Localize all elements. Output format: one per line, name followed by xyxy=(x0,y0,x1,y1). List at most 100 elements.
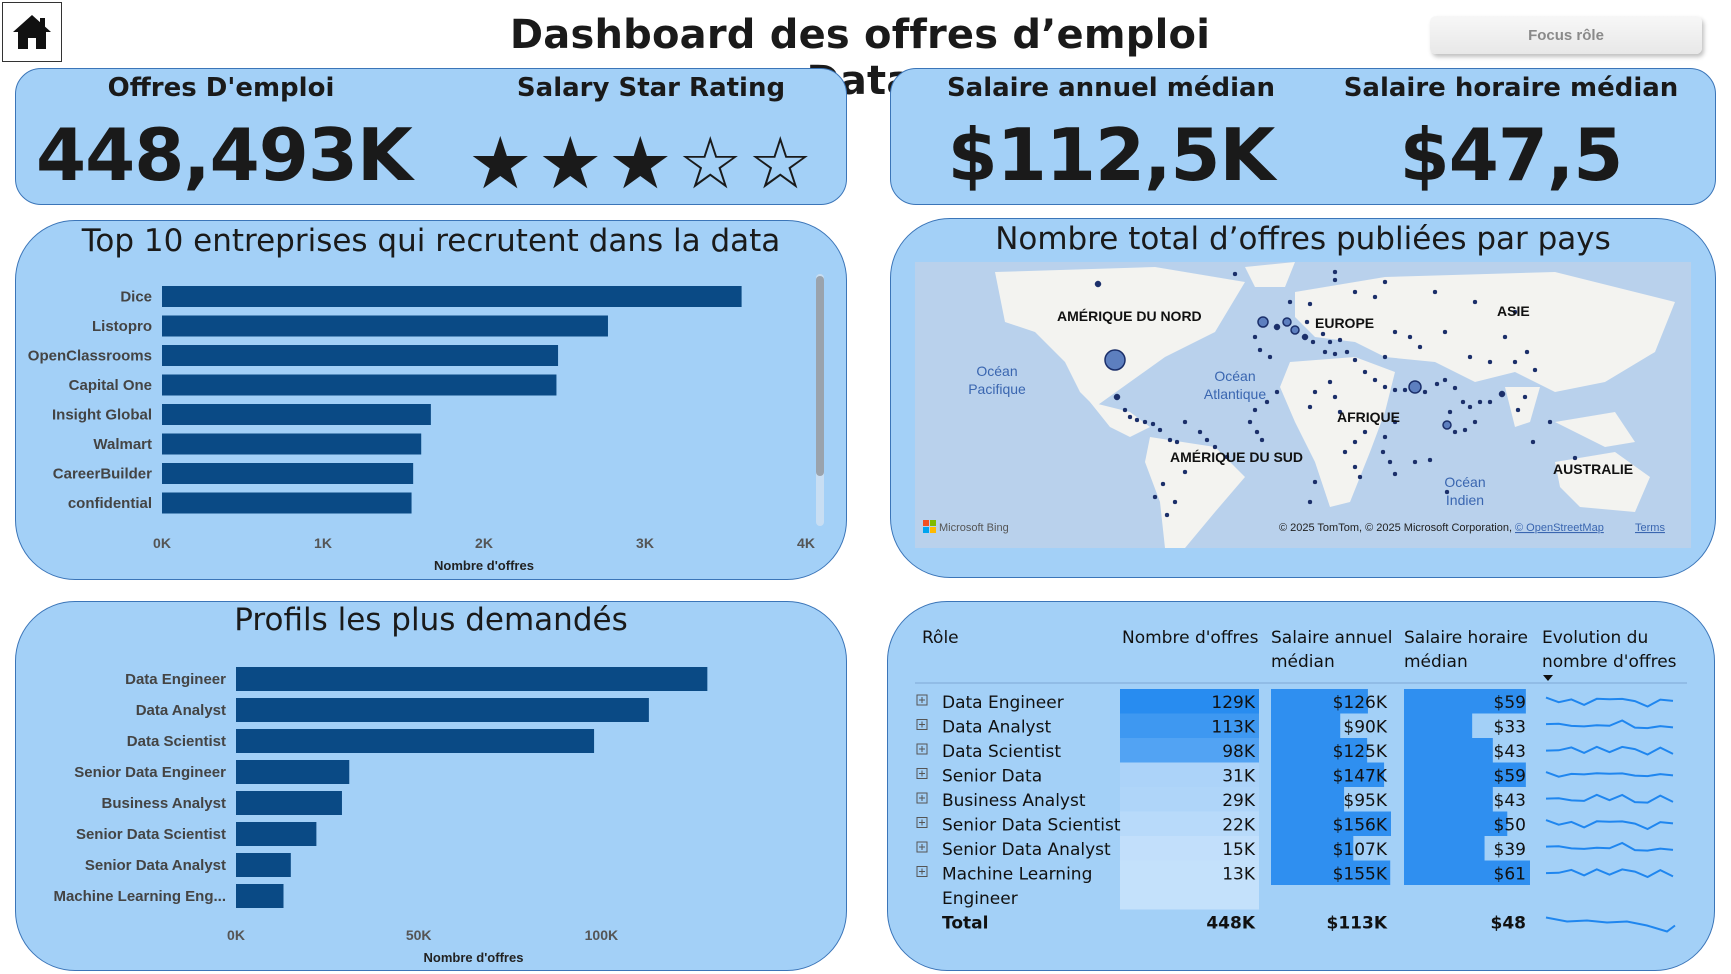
country-marker[interactable] xyxy=(1273,323,1281,331)
bar[interactable] xyxy=(236,667,708,691)
role-cell[interactable]: Business Analyst xyxy=(942,791,1086,811)
country-marker[interactable] xyxy=(1152,494,1158,500)
country-marker[interactable] xyxy=(1407,334,1413,340)
bar[interactable] xyxy=(162,374,557,396)
country-marker[interactable] xyxy=(1408,380,1422,394)
bar[interactable] xyxy=(162,433,422,455)
country-marker[interactable] xyxy=(1460,399,1466,405)
country-marker[interactable] xyxy=(1442,329,1448,335)
country-marker[interactable] xyxy=(1327,379,1333,385)
country-marker[interactable] xyxy=(1252,407,1258,413)
map-terms-link[interactable]: Terms xyxy=(1635,522,1665,534)
country-marker[interactable] xyxy=(1515,407,1521,413)
country-marker[interactable] xyxy=(1337,409,1343,415)
country-marker[interactable] xyxy=(1320,331,1326,337)
country-marker[interactable] xyxy=(1267,354,1273,360)
country-marker[interactable] xyxy=(1522,394,1528,400)
bar[interactable] xyxy=(236,884,284,908)
country-marker[interactable] xyxy=(1487,359,1493,365)
bar[interactable] xyxy=(236,760,350,784)
country-marker[interactable] xyxy=(1182,469,1188,475)
country-marker[interactable] xyxy=(1287,299,1293,305)
country-marker[interactable] xyxy=(1352,357,1358,363)
country-marker[interactable] xyxy=(1197,429,1203,435)
country-marker[interactable] xyxy=(1502,334,1508,340)
country-marker[interactable] xyxy=(1142,419,1148,425)
country-marker[interactable] xyxy=(1332,351,1338,357)
country-marker[interactable] xyxy=(1467,354,1473,360)
country-marker[interactable] xyxy=(1382,434,1388,440)
country-marker[interactable] xyxy=(1422,389,1428,395)
country-marker[interactable] xyxy=(1274,389,1280,395)
country-marker[interactable] xyxy=(1382,384,1388,390)
country-marker[interactable] xyxy=(1182,419,1188,425)
country-marker[interactable] xyxy=(1352,439,1358,445)
country-marker[interactable] xyxy=(1307,404,1313,410)
country-marker[interactable] xyxy=(1224,454,1230,460)
country-marker[interactable] xyxy=(1104,349,1126,371)
country-marker[interactable] xyxy=(1498,390,1506,398)
expand-icon[interactable] xyxy=(916,719,928,730)
country-marker[interactable] xyxy=(1412,459,1418,465)
country-marker[interactable] xyxy=(1337,337,1343,343)
country-marker[interactable] xyxy=(1467,404,1473,410)
role-cell[interactable]: Data Analyst xyxy=(942,718,1051,738)
country-marker[interactable] xyxy=(1307,499,1313,505)
country-marker[interactable] xyxy=(1512,309,1518,315)
bar[interactable] xyxy=(162,286,742,307)
country-marker[interactable] xyxy=(1487,399,1493,405)
country-marker[interactable] xyxy=(1462,427,1468,433)
country-marker[interactable] xyxy=(1301,333,1309,341)
country-marker[interactable] xyxy=(1332,269,1338,275)
role-cell[interactable]: Senior Data Scientist xyxy=(942,816,1121,836)
country-marker[interactable] xyxy=(1392,329,1398,335)
bar[interactable] xyxy=(236,791,342,815)
country-marker[interactable] xyxy=(1282,317,1292,327)
country-marker[interactable] xyxy=(1524,349,1530,355)
country-marker[interactable] xyxy=(1382,279,1388,285)
country-marker[interactable] xyxy=(1362,369,1368,375)
country-marker[interactable] xyxy=(1402,387,1408,393)
country-marker[interactable] xyxy=(1150,421,1156,427)
bar[interactable] xyxy=(236,822,317,846)
expand-icon[interactable] xyxy=(916,768,928,779)
country-marker[interactable] xyxy=(1332,277,1338,283)
country-marker[interactable] xyxy=(1312,389,1318,395)
country-marker[interactable] xyxy=(1387,459,1393,465)
country-marker[interactable] xyxy=(1392,387,1398,393)
country-marker[interactable] xyxy=(1417,344,1423,350)
country-marker[interactable] xyxy=(1174,439,1180,445)
country-marker[interactable] xyxy=(1434,381,1440,387)
role-cell[interactable]: Data Scientist xyxy=(942,742,1061,762)
country-marker[interactable] xyxy=(1204,437,1210,443)
country-marker[interactable] xyxy=(1310,339,1316,345)
country-marker[interactable] xyxy=(1452,385,1458,391)
country-marker[interactable] xyxy=(1327,339,1333,345)
country-marker[interactable] xyxy=(1442,420,1452,430)
country-marker[interactable] xyxy=(1290,325,1300,335)
country-marker[interactable] xyxy=(1444,489,1450,495)
country-marker[interactable] xyxy=(1380,449,1386,455)
country-marker[interactable] xyxy=(1113,393,1121,401)
country-marker[interactable] xyxy=(1127,414,1133,420)
country-marker[interactable] xyxy=(1247,419,1253,425)
expand-icon[interactable] xyxy=(916,817,928,828)
country-marker[interactable] xyxy=(1372,377,1378,383)
home-button[interactable] xyxy=(2,2,62,62)
bar[interactable] xyxy=(236,853,291,877)
role-cell[interactable]: Senior Data Analyst xyxy=(942,840,1111,860)
country-marker[interactable] xyxy=(1307,301,1313,307)
focus-role-button[interactable]: Focus rôle xyxy=(1430,16,1702,54)
country-marker[interactable] xyxy=(1172,499,1178,505)
world-map[interactable]: AMÉRIQUE DU NORD EUROPE ASIE AFRIQUE AMÉ… xyxy=(915,262,1691,548)
role-cell[interactable]: Engineer xyxy=(942,889,1018,909)
country-marker[interactable] xyxy=(1442,377,1448,383)
bar[interactable] xyxy=(236,729,595,753)
country-marker[interactable] xyxy=(1332,394,1338,400)
country-marker[interactable] xyxy=(1160,481,1166,487)
country-marker[interactable] xyxy=(1547,419,1553,425)
role-cell[interactable]: Senior Data xyxy=(942,767,1042,787)
country-marker[interactable] xyxy=(1254,429,1260,435)
country-marker[interactable] xyxy=(1357,474,1363,480)
bar[interactable] xyxy=(162,404,431,425)
